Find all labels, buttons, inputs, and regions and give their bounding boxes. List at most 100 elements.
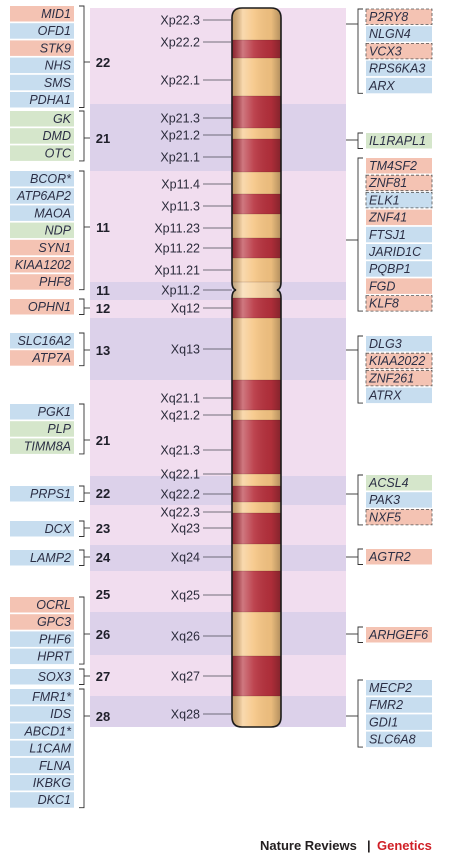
gene-box xyxy=(10,597,74,613)
region-stripe xyxy=(90,545,346,571)
gene-box xyxy=(366,714,432,730)
right-gene-group: P2RY8 NLGN4 VCX3 RPS6KA3 ARX xyxy=(346,8,433,94)
gene-name: P2RY8 xyxy=(369,10,408,24)
gene-box xyxy=(365,352,433,370)
gene-box xyxy=(10,689,74,705)
gene-group-bracket xyxy=(79,110,85,162)
gene-group-bracket xyxy=(357,157,363,312)
gene-box xyxy=(366,336,432,352)
gene-name: GK xyxy=(53,112,72,126)
gene-box xyxy=(10,669,74,685)
left-gene-group: LAMP2 xyxy=(10,549,90,566)
gene-box xyxy=(10,723,74,739)
gene-box xyxy=(10,614,74,630)
gene-group-bracket xyxy=(79,170,85,291)
gene-name: NXF5 xyxy=(369,510,401,524)
gene-box xyxy=(10,274,74,290)
region-stripe xyxy=(90,8,346,104)
gene-name: ZNF261 xyxy=(368,371,414,385)
gene-name: OPHN1 xyxy=(28,300,71,314)
footer-separator: | xyxy=(367,838,371,853)
gene-name: FGD xyxy=(369,279,395,293)
band-label: Xq13 xyxy=(171,343,200,357)
band-label: Xq25 xyxy=(171,589,200,603)
band-label: Xq27 xyxy=(171,670,200,684)
gene-name: BCOR* xyxy=(30,172,72,186)
gene-name: ELK1 xyxy=(369,193,400,207)
journal-name: Genetics xyxy=(377,838,432,853)
gene-box xyxy=(366,680,432,696)
gene-box xyxy=(365,8,433,25)
gene-box xyxy=(366,158,432,174)
gene-box xyxy=(10,486,74,502)
gene-box xyxy=(366,627,432,643)
left-gene-group: OPHN1 xyxy=(10,298,90,315)
gene-name: MECP2 xyxy=(369,681,412,695)
gene-box xyxy=(10,222,74,239)
gene-box xyxy=(10,438,74,454)
region-stripe xyxy=(90,612,346,655)
left-gene-group: PRPS1 xyxy=(10,485,90,502)
left-gene-group: DCX xyxy=(10,520,90,537)
gene-box xyxy=(366,133,432,149)
gene-name: MAOA xyxy=(34,206,71,220)
gene-group-bracket xyxy=(357,8,363,94)
gene-group-bracket xyxy=(79,549,85,566)
gene-name: PDHA1 xyxy=(29,93,71,107)
region-number: 22 xyxy=(96,486,110,501)
gene-box xyxy=(366,387,432,404)
gene-box xyxy=(10,740,74,757)
chromosome-x xyxy=(232,8,281,727)
region-stripe xyxy=(90,476,346,505)
brand-name: Nature Reviews xyxy=(260,838,357,853)
gene-name: VCX3 xyxy=(369,44,402,58)
band-label: Xp21.1 xyxy=(160,151,200,165)
gene-box xyxy=(366,697,432,713)
gene-name: ACSL4 xyxy=(368,476,409,490)
gene-box xyxy=(10,239,74,256)
region-number: 28 xyxy=(96,709,110,724)
region-number: 22 xyxy=(96,55,110,70)
band-label: Xq21.1 xyxy=(160,392,200,406)
region-number: 23 xyxy=(96,521,110,536)
left-gene-group: SLC16A2 ATP7A xyxy=(10,332,90,367)
gene-name: IKBKG xyxy=(33,776,71,790)
gene-box xyxy=(365,191,433,209)
region-stripe xyxy=(90,104,346,171)
left-gene-group: PGK1 PLP TIMM8A xyxy=(10,403,90,455)
gene-name: SOX3 xyxy=(38,670,71,684)
gene-name: PAK3 xyxy=(369,493,400,507)
gene-name: PHF8 xyxy=(39,275,71,289)
gene-name: NHS xyxy=(45,59,72,73)
gene-box xyxy=(366,209,432,226)
gene-name: IDS xyxy=(50,707,72,721)
gene-box xyxy=(10,706,74,722)
gene-name: OTC xyxy=(45,146,72,160)
band-label: Xq12 xyxy=(171,302,200,316)
journal-footer: Nature Reviews | Genetics xyxy=(0,832,450,853)
gene-name: PRPS1 xyxy=(30,487,71,501)
gene-box xyxy=(10,333,74,349)
band-label: Xq28 xyxy=(171,708,200,722)
gene-box xyxy=(10,74,74,91)
right-gene-group: MECP2 FMR2 GDI1 SLC6A8 xyxy=(346,679,432,748)
region-stripe xyxy=(90,696,346,727)
band-label: Xp21.2 xyxy=(160,129,200,143)
gene-name: DLG3 xyxy=(369,337,402,351)
gene-name: DMD xyxy=(43,129,71,143)
gene-box xyxy=(366,278,432,294)
region-background xyxy=(90,8,346,727)
region-number: 24 xyxy=(96,550,111,565)
gene-group-bracket xyxy=(79,485,85,502)
band-label: Xq22.2 xyxy=(160,488,200,502)
region-stripe xyxy=(90,571,346,612)
gene-group-bracket xyxy=(79,403,85,455)
x-chromosome-diagram: Xp22.3 Xp22.2 Xp22.1 Xp21.3 Xp21.2 Xp21.1 Xp11… xyxy=(10,5,433,809)
gene-name: L1CAM xyxy=(29,742,71,756)
gene-box xyxy=(366,261,432,277)
gene-box xyxy=(365,174,433,192)
region-stripe xyxy=(90,300,346,318)
region-number: 21 xyxy=(96,433,110,448)
region-numbers: 22 21 11 11 12 13 21 22 23 24 25 26 27 28 xyxy=(96,55,111,724)
right-gene-group: DLG3 KIAA2022 ZNF261 ATRX xyxy=(346,335,433,404)
